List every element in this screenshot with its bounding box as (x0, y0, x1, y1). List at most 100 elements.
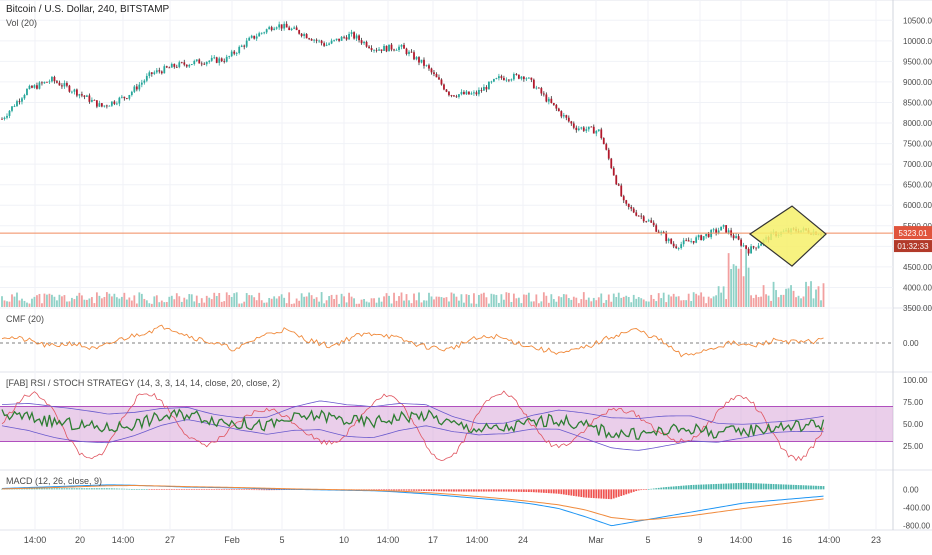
macd-histogram-bar (245, 489, 248, 490)
macd-histogram-bar (155, 489, 158, 490)
macd-histogram-bar (258, 489, 261, 491)
price-candle (118, 97, 121, 104)
volume-bar (572, 296, 575, 307)
price-candle (517, 74, 520, 79)
price-candle (665, 233, 668, 242)
x-tick-label: 16 (782, 535, 792, 545)
macd-histogram-bar (527, 489, 530, 493)
volume-bar (18, 300, 21, 307)
volume-bar (113, 293, 116, 307)
price-candle (203, 63, 206, 65)
price-candle (120, 96, 123, 98)
price-candle (66, 83, 68, 86)
macd-histogram-bar (243, 489, 246, 490)
price-candle (727, 230, 730, 233)
price-candle (512, 74, 515, 80)
macd-histogram-bar (670, 486, 673, 490)
x-tick-label: 10 (339, 535, 349, 545)
volume-bar (507, 292, 510, 307)
macd-histogram-bar (600, 489, 603, 499)
price-candle (592, 126, 595, 134)
price-candle (283, 23, 286, 29)
volume-bar (440, 297, 443, 307)
volume-bar (418, 292, 420, 307)
macd-histogram-bar (235, 489, 238, 490)
volume-bar (71, 297, 73, 307)
price-candle (198, 59, 201, 64)
price-candle (173, 63, 176, 67)
macd-histogram-bar (31, 488, 33, 490)
volume-bar (293, 303, 296, 307)
volume-bar (640, 298, 643, 307)
volume-bar (108, 293, 111, 307)
macd-histogram-bar (497, 489, 500, 492)
volume-bar (175, 293, 178, 307)
macd-histogram-bar (103, 488, 106, 490)
macd-histogram-bar (28, 488, 31, 490)
price-candle (385, 45, 388, 52)
price-candle (73, 89, 76, 92)
macd-histogram-bar (395, 489, 398, 491)
volume-bar (627, 296, 630, 307)
price-candle (315, 39, 318, 41)
macd-histogram-bar (85, 488, 88, 490)
price-candle (690, 240, 693, 242)
price-candle (195, 59, 198, 61)
price-candle (31, 85, 33, 88)
price-candle (507, 79, 510, 81)
macd-histogram-bar (655, 488, 658, 490)
volume-bar (193, 301, 196, 307)
volume-bar (305, 296, 308, 307)
price-candle (615, 175, 618, 185)
volume-bar (520, 303, 523, 307)
macd-histogram-bar (645, 489, 648, 490)
volume-bar (53, 296, 56, 307)
volume-bar (420, 302, 423, 307)
price-candle (148, 72, 151, 76)
macd-histogram-bar (195, 489, 198, 490)
macd-histogram-bar (597, 489, 600, 499)
price-candle (330, 40, 333, 44)
price-candle (612, 168, 615, 176)
volume-bar (245, 293, 248, 307)
volume-bar (203, 302, 206, 307)
volume-bar (567, 298, 570, 307)
macd-histogram-bar (213, 489, 216, 490)
macd-histogram-bar (625, 489, 628, 495)
volume-bar (273, 296, 276, 307)
macd-histogram-bar (562, 489, 565, 495)
macd-histogram-bar (665, 487, 668, 490)
price-candle (607, 149, 610, 159)
volume-bar (363, 298, 365, 307)
macd-histogram-bar (747, 483, 750, 490)
price-candle (575, 127, 578, 131)
price-candle (418, 57, 420, 63)
price-tick-label: 7000.00 (903, 160, 932, 169)
macd-histogram-bar (612, 489, 615, 499)
macd-histogram-bar (790, 484, 792, 490)
price-candle (625, 200, 628, 204)
price-tick-label: 4000.00 (903, 283, 932, 292)
price-candle (655, 225, 658, 232)
price-candle (605, 144, 608, 150)
macd-histogram-bar (400, 489, 403, 491)
volume-bar (687, 293, 690, 307)
volume-bar (740, 248, 743, 307)
macd-histogram-bar (532, 489, 535, 493)
volume-bar (235, 292, 238, 307)
price-candle (105, 105, 108, 107)
price-tick-label: 10500.00 (903, 16, 932, 25)
cmf-tick-label: 0.00 (903, 339, 919, 348)
volume-bar (328, 296, 331, 307)
price-candle (76, 89, 78, 96)
volume-bar (630, 302, 633, 307)
macd-histogram-bar (470, 489, 473, 492)
volume-bar (525, 294, 528, 307)
macd-histogram-bar (370, 489, 373, 490)
macd-histogram-bar (118, 488, 121, 490)
volume-bar (63, 295, 66, 307)
macd-histogram-bar (425, 489, 428, 492)
macd-histogram-bar (81, 488, 83, 490)
macd-histogram-bar (270, 489, 273, 491)
